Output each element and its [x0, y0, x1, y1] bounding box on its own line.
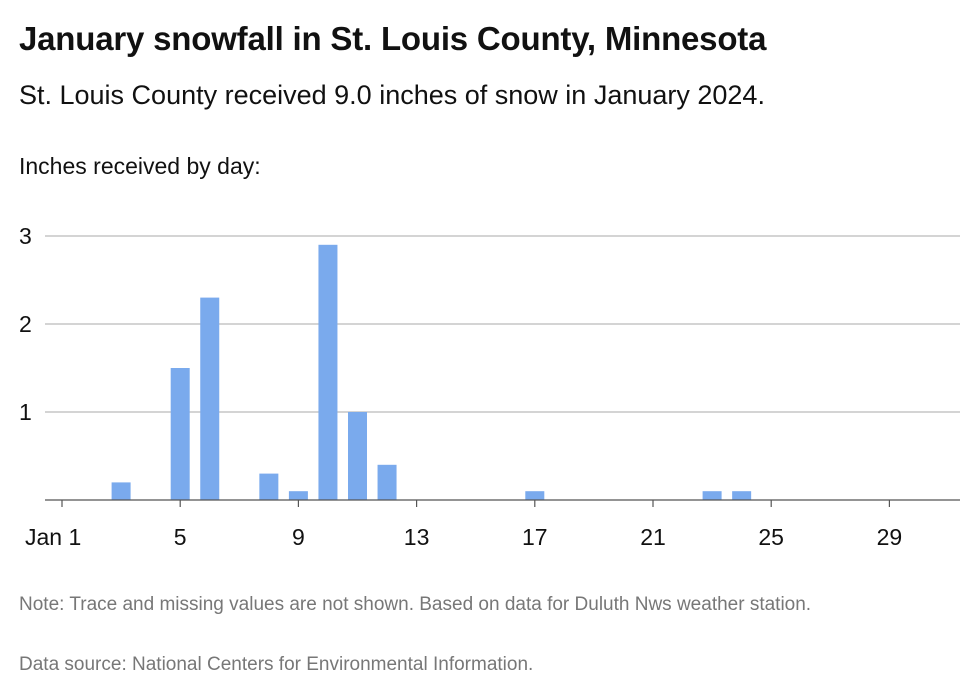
bar-day-12	[377, 464, 397, 500]
x-tick-label-17: 17	[522, 524, 548, 550]
x-tick-labels: Jan 1 5 9 13 17 21 25 29	[25, 524, 902, 550]
x-tick-label-29: 29	[877, 524, 903, 550]
y-axis-caption: Inches received by day:	[19, 153, 261, 179]
bar-day-3	[111, 482, 131, 500]
footnote: Note: Trace and missing values are not s…	[19, 594, 812, 615]
x-tick-label-9: 9	[292, 524, 305, 550]
x-axis	[45, 499, 960, 507]
x-tick-label-21: 21	[640, 524, 666, 550]
x-tick-label-1: Jan 1	[25, 524, 81, 550]
bar-day-9	[288, 491, 308, 500]
bars	[111, 244, 752, 500]
bar-day-23	[702, 491, 722, 500]
y-tick-label-2: 2	[19, 311, 32, 337]
chart-title: January snowfall in St. Louis County, Mi…	[19, 20, 767, 57]
bar-day-24	[732, 491, 752, 500]
data-source: Data source: National Centers for Enviro…	[19, 654, 534, 675]
chart-subtitle: St. Louis County received 9.0 inches of …	[19, 80, 765, 110]
x-tick-label-13: 13	[404, 524, 430, 550]
y-tick-label-3: 3	[19, 223, 32, 249]
bar-day-5	[170, 368, 190, 500]
bar-day-10	[318, 244, 338, 500]
grid-lines	[45, 235, 960, 413]
y-tick-labels: 1 2 3	[19, 223, 32, 425]
y-tick-label-1: 1	[19, 399, 32, 425]
bar-day-8	[259, 473, 279, 500]
bar-day-17	[525, 491, 545, 500]
bar-chart: 1 2 3 Jan 1 5 9 13 17 21 25 29	[19, 223, 960, 550]
bar-day-6	[200, 297, 220, 500]
x-tick-label-25: 25	[758, 524, 784, 550]
bar-day-11	[348, 412, 367, 500]
x-tick-label-5: 5	[174, 524, 187, 550]
